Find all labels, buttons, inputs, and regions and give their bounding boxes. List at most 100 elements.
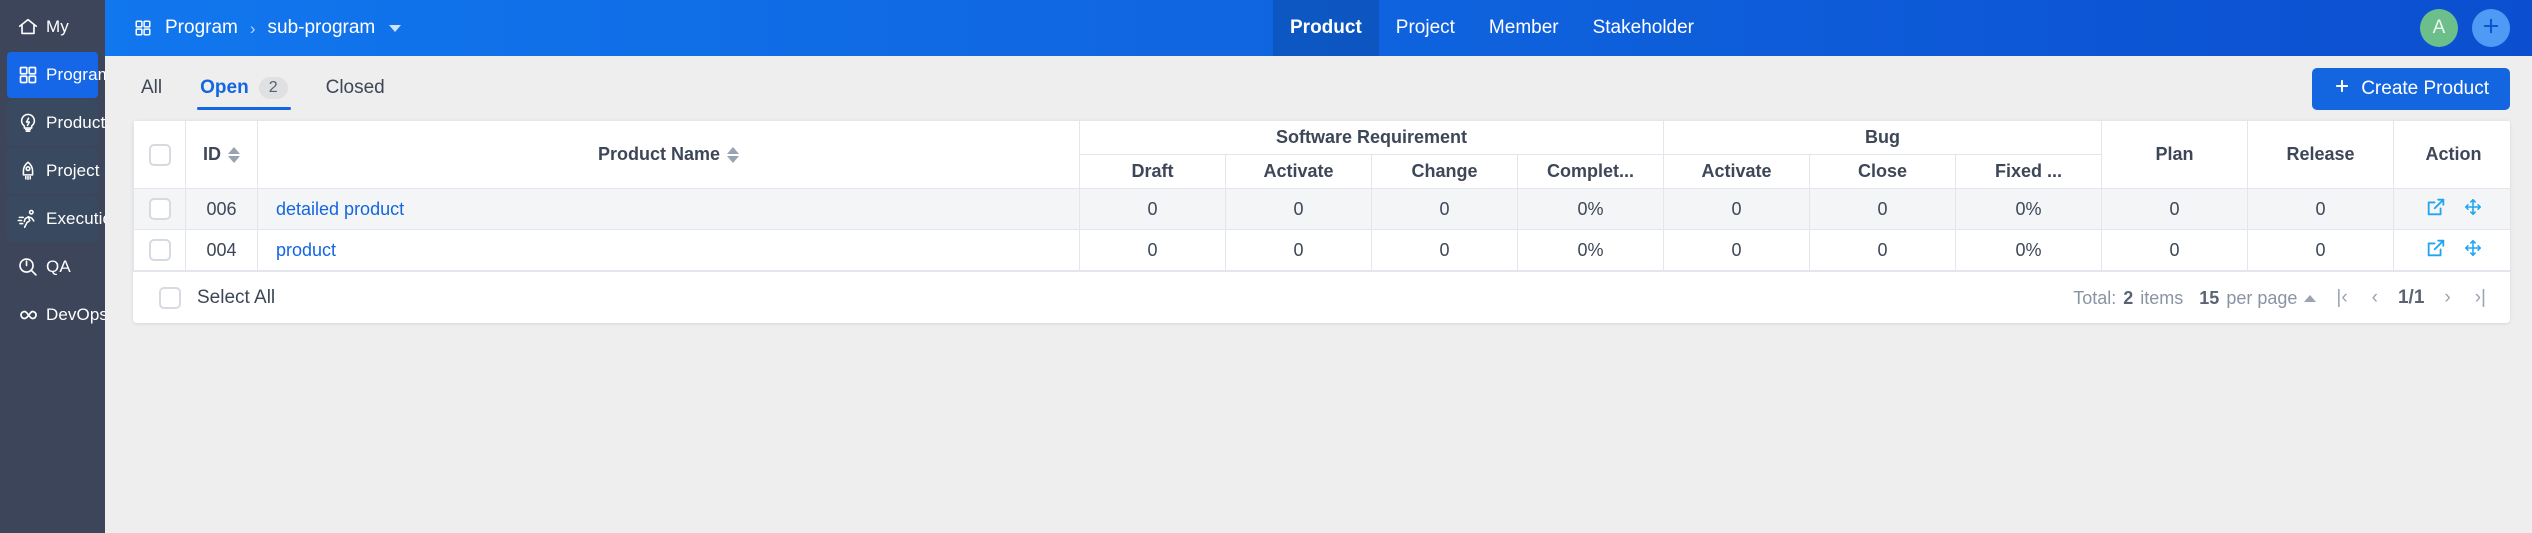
chevron-up-icon[interactable] [2304,294,2317,302]
top-header: Program › sub-program Product Project Me… [105,0,2532,56]
table-body: 006 detailed product 0 0 0 0% 0 0 0% 0 0 [133,188,2510,271]
sort-arrows-icon[interactable] [228,146,240,163]
header-product-name-label: Product Name [597,144,721,164]
filter-tab-closed[interactable]: Closed [307,56,404,120]
global-add-button[interactable] [2472,9,2510,47]
sidebar-item-my[interactable]: My [7,4,98,50]
sidebar-item-program[interactable]: Program [7,52,112,98]
row-sr-complete: 0% [1516,188,1665,230]
sidebar-item-label: Product [46,113,106,132]
row-sr-activate: 0 [1225,229,1372,271]
sidebar-item-label: Execution [46,209,122,228]
row-checkbox[interactable] [148,239,171,262]
sort-arrows-icon[interactable] [727,146,740,163]
header-group-software-requirement: Software Requirement [1078,120,1665,155]
pagination: Total: 2 items 15 per page |‹ ‹ 1/1 › [2073,272,2490,323]
row-bug-fixed: 0% [1955,229,2103,271]
chevron-down-icon[interactable] [389,24,402,32]
sidebar-item-label: Program [46,65,112,84]
filter-tab-open[interactable]: Open 2 [181,56,306,120]
table-subheader-row: Draft Activate Change Complet... Activat… [134,154,2511,189]
total-count: 2 [2123,287,2134,308]
rocket-icon [17,160,39,182]
select-all-control[interactable]: Select All [153,286,275,309]
tab-label: Product [1290,17,1362,38]
edit-icon[interactable] [2425,237,2447,264]
main-area: Program › sub-program Product Project Me… [105,0,2532,533]
row-checkbox[interactable] [148,198,171,221]
select-all-checkbox[interactable] [148,143,171,166]
per-page-selector[interactable]: 15 per page [2199,287,2317,309]
breadcrumb-separator: › [249,18,256,38]
header-plan: Plan [2101,120,2249,189]
row-checkbox-cell[interactable] [133,188,186,230]
last-page-button[interactable]: ›| [2474,287,2486,308]
breadcrumb-current[interactable]: sub-program [267,17,376,38]
table-row[interactable]: 004 product 0 0 0 0% 0 0 0% 0 0 [133,229,2510,271]
filter-tab-all[interactable]: All [133,56,181,120]
table-container: ID Product Name Software Requireme [105,120,2532,533]
header-actions: A [2420,0,2510,56]
header-id[interactable]: ID [185,120,258,189]
header-tabs: Product Project Member Stakeholder [1273,0,1711,56]
table-row[interactable]: 006 detailed product 0 0 0 0% 0 0 0% 0 0 [133,188,2510,230]
row-name-cell[interactable]: detailed product [257,188,1080,230]
total-prefix: Total: [2073,287,2117,308]
row-sr-activate: 0 [1225,188,1372,230]
per-page-count: 15 [2199,287,2220,308]
header-bug-activate: Activate [1663,154,1811,189]
row-release: 0 [2247,188,2395,230]
tab-product[interactable]: Product [1273,0,1379,56]
table-footer: Select All Total: 2 items 15 per page [133,271,2510,323]
header-group-bug: Bug [1663,120,2103,155]
edit-icon[interactable] [2425,196,2447,223]
row-plan: 0 [2101,188,2249,230]
sidebar-item-devops[interactable]: DevOps [7,292,108,338]
filter-tab-label: All [141,77,163,98]
row-checkbox-cell[interactable] [133,229,186,271]
prev-page-button[interactable]: ‹ [2371,287,2378,308]
product-link[interactable]: product [276,239,337,260]
main-sidebar: My Program Product Project Execution [0,0,121,533]
row-bug-fixed: 0% [1955,188,2103,230]
tab-project[interactable]: Project [1379,0,1472,56]
plus-icon [2480,15,2502,42]
row-bug-activate: 0 [1663,188,1811,230]
header-select-all-cell[interactable] [133,120,186,189]
tab-label: Project [1395,17,1455,38]
row-id: 004 [185,229,258,271]
row-name-cell[interactable]: product [257,229,1080,271]
sidebar-item-qa[interactable]: QA [7,244,98,290]
select-all-footer-checkbox[interactable] [159,286,181,309]
create-product-label: Create Product [2361,78,2489,99]
table-head: ID Product Name Software Requireme [133,120,2511,189]
grid-icon [133,18,153,38]
first-page-button[interactable]: |‹ [2336,287,2348,308]
total-items: Total: 2 items [2073,288,2183,309]
runner-icon [17,208,39,230]
avatar[interactable]: A [2420,9,2458,47]
tab-stakeholder[interactable]: Stakeholder [1576,0,1711,56]
product-link[interactable]: detailed product [276,198,405,219]
next-page-button[interactable]: › [2444,287,2451,308]
sidebar-item-product[interactable]: Product [7,100,105,146]
row-plan: 0 [2101,229,2249,271]
avatar-initial: A [2432,17,2446,38]
sidebar-item-label: My [46,17,69,36]
row-sr-change: 0 [1371,188,1518,230]
row-sr-draft: 0 [1079,188,1226,230]
row-bug-close: 0 [1809,188,1957,230]
create-product-button[interactable]: Create Product [2312,68,2510,110]
filter-bar: All Open 2 Closed Create Product [105,56,2532,120]
row-bug-activate: 0 [1663,229,1811,271]
move-icon[interactable] [2463,197,2483,222]
sidebar-item-execution[interactable]: Execution [7,196,121,242]
move-icon[interactable] [2463,238,2483,263]
sidebar-item-project[interactable]: Project [7,148,100,194]
header-product-name[interactable]: Product Name [257,120,1080,189]
sidebar-item-label: QA [46,257,71,276]
row-id: 006 [185,188,258,230]
tab-member[interactable]: Member [1472,0,1576,56]
row-bug-close: 0 [1809,229,1957,271]
breadcrumb-root[interactable]: Program [165,17,238,38]
